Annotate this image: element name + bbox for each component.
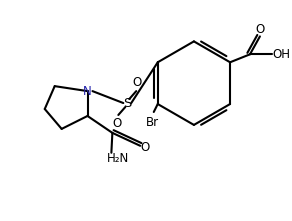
- Text: OH: OH: [273, 48, 291, 61]
- Text: Br: Br: [146, 116, 159, 130]
- Text: S: S: [123, 97, 131, 110]
- Text: N: N: [83, 85, 92, 98]
- Text: O: O: [140, 141, 150, 154]
- Text: H₂N: H₂N: [106, 152, 129, 165]
- Text: O: O: [133, 76, 142, 89]
- Text: O: O: [113, 117, 122, 130]
- Text: O: O: [255, 23, 265, 36]
